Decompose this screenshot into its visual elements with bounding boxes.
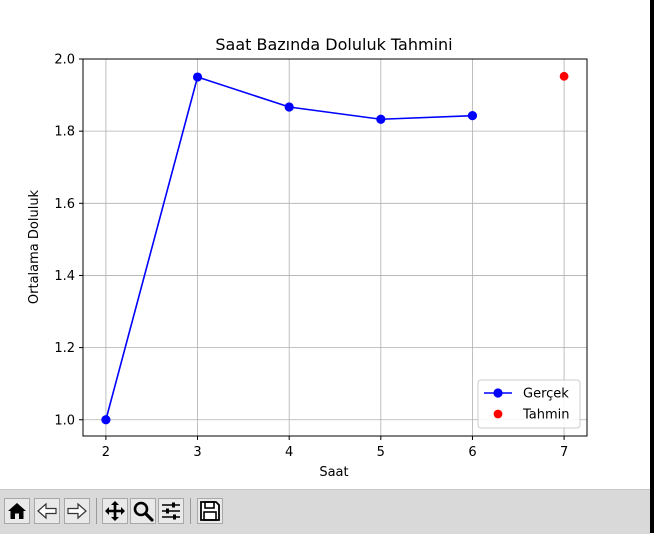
legend: Gerçek Tahmin: [477, 379, 581, 429]
home-icon: [8, 503, 26, 519]
legend-marker-Gerçek: [493, 388, 503, 398]
x-tick-label: 3: [193, 445, 201, 460]
x-axis-label: Saat: [319, 465, 348, 480]
x-tick-label: 2: [102, 445, 110, 460]
y-tick-label: 2.0: [54, 53, 75, 68]
floppy-disk-icon: [200, 501, 220, 521]
y-tick-label: 1.6: [54, 197, 75, 212]
configure-subplots-button[interactable]: [158, 498, 184, 524]
y-tick-label: 1.8: [54, 125, 75, 140]
window-edge: [650, 0, 654, 533]
sliders-icon: [162, 502, 180, 520]
back-button[interactable]: [34, 498, 60, 524]
figure-canvas: Saat Bazında Doluluk Tahmini 2 3 4 5 6 7 1.0 1.…: [27, 35, 588, 480]
grid: [83, 58, 587, 436]
scatter-point-Tahmin: [559, 71, 569, 81]
forward-button[interactable]: [64, 498, 90, 524]
save-button[interactable]: [197, 498, 223, 524]
legend-box: [477, 379, 581, 429]
x-tick-label: 7: [560, 445, 568, 460]
move-icon: [105, 501, 125, 521]
data-point-Gerçek: [192, 72, 203, 82]
zoom-button[interactable]: [130, 498, 156, 524]
navigation-toolbar: [0, 489, 650, 534]
legend-label: Tahmin: [522, 408, 570, 423]
x-tick-label: 6: [468, 445, 476, 460]
y-tick-label: 1.4: [54, 269, 75, 284]
data-point-Gerçek: [284, 102, 294, 112]
home-button[interactable]: [4, 498, 30, 524]
y-tick-label: 1.2: [54, 341, 75, 356]
back-arrow-icon: [37, 502, 57, 520]
pan-button[interactable]: [102, 498, 128, 524]
chart-title: Saat Bazında Doluluk Tahmini: [215, 35, 452, 54]
data-point-Gerçek: [467, 111, 478, 121]
x-tick-label: 4: [285, 445, 293, 460]
series-group: [101, 71, 569, 425]
legend-marker-Tahmin: [493, 409, 503, 419]
magnifier-icon: [133, 501, 154, 522]
y-axis-label: Ortalama Doluluk: [27, 189, 42, 304]
legend-label: Gerçek: [523, 387, 569, 402]
toolbar-separator: [190, 498, 191, 524]
plot-area-frame: [82, 58, 588, 437]
chart: Saat Bazında Doluluk Tahmini 2 3 4 5 6 7 1.0 1.…: [27, 35, 588, 480]
forward-arrow-icon: [67, 502, 87, 520]
data-point-Gerçek: [376, 114, 386, 124]
toolbar-separator: [96, 498, 97, 524]
data-point-Gerçek: [101, 415, 111, 425]
x-tick-label: 5: [377, 445, 385, 460]
axis-ticks: 2 3 4 5 6 7 1.0 1.2 1.4 1.6 1.8 2.0: [54, 53, 568, 461]
y-tick-label: 1.0: [54, 413, 75, 428]
